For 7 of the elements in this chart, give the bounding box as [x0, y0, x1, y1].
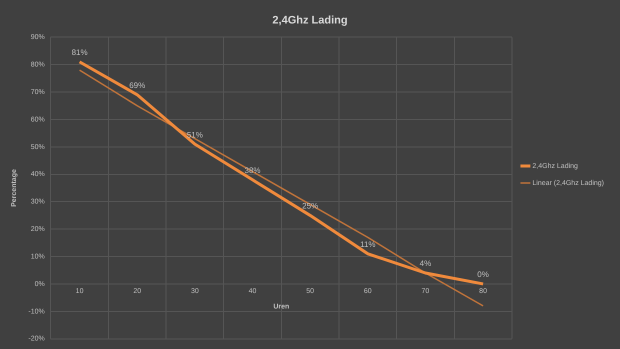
data-label: 51%: [186, 130, 203, 140]
data-label: 0%: [477, 270, 489, 280]
chart-title: 2,4Ghz Lading: [272, 14, 348, 27]
data-label: 11%: [360, 240, 376, 250]
data-label: 81%: [72, 48, 88, 58]
data-label: 4%: [420, 259, 432, 268]
data-label: 69%: [129, 80, 146, 90]
